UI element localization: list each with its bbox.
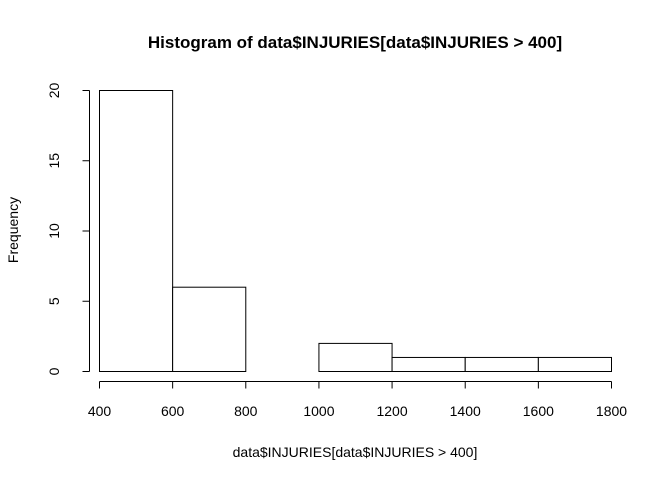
- x-axis-label: data$INJURIES[data$INJURIES > 400]: [233, 444, 478, 460]
- x-axis-ticks: 400 600 800 1000 1200 1400 1600 1800: [88, 381, 627, 419]
- x-tick-label: 1000: [303, 403, 334, 419]
- x-tick-label: 600: [161, 403, 185, 419]
- y-tick-label: 20: [46, 83, 62, 99]
- x-tick-label: 1800: [596, 403, 627, 419]
- histogram-bar-600-800: [172, 286, 247, 373]
- histogram-bar-1200-1400: [391, 356, 466, 373]
- y-tick-label: 10: [46, 223, 62, 239]
- histogram-bar-1400-1600: [464, 356, 539, 373]
- y-tick-label: 0: [46, 367, 62, 375]
- x-tick-label: 1400: [450, 403, 481, 419]
- histogram-bar-1000-1200: [318, 342, 393, 372]
- y-axis-ticks: 0 5 10 15 20: [46, 83, 90, 375]
- histogram-bar-1600-1800: [537, 356, 612, 373]
- y-tick-label: 5: [46, 297, 62, 305]
- histogram-bar-400-600: [99, 90, 174, 372]
- chart-title: Histogram of data$INJURIES[data$INJURIES…: [148, 33, 562, 52]
- bars-group: [99, 90, 612, 373]
- x-tick-label: 400: [88, 403, 112, 419]
- x-tick-label: 800: [234, 403, 258, 419]
- y-tick-label: 15: [46, 153, 62, 169]
- y-axis-label: Frequency: [5, 197, 21, 263]
- x-tick-label: 1600: [523, 403, 554, 419]
- x-tick-label: 1200: [376, 403, 407, 419]
